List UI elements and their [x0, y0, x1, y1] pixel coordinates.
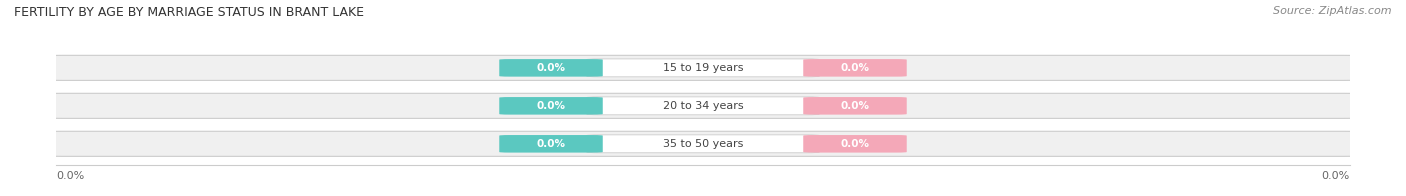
Text: Source: ZipAtlas.com: Source: ZipAtlas.com [1274, 6, 1392, 16]
Text: FERTILITY BY AGE BY MARRIAGE STATUS IN BRANT LAKE: FERTILITY BY AGE BY MARRIAGE STATUS IN B… [14, 6, 364, 19]
FancyBboxPatch shape [586, 97, 820, 115]
Text: 0.0%: 0.0% [537, 139, 565, 149]
FancyBboxPatch shape [803, 59, 907, 77]
FancyBboxPatch shape [803, 97, 907, 115]
FancyBboxPatch shape [586, 135, 820, 153]
Text: 0.0%: 0.0% [537, 101, 565, 111]
FancyBboxPatch shape [499, 97, 603, 115]
Text: 0.0%: 0.0% [841, 101, 869, 111]
Text: 0.0%: 0.0% [537, 63, 565, 73]
FancyBboxPatch shape [44, 93, 1362, 118]
Text: 20 to 34 years: 20 to 34 years [662, 101, 744, 111]
FancyBboxPatch shape [499, 59, 603, 77]
FancyBboxPatch shape [44, 55, 1362, 80]
FancyBboxPatch shape [44, 131, 1362, 156]
Text: 15 to 19 years: 15 to 19 years [662, 63, 744, 73]
Text: 0.0%: 0.0% [841, 139, 869, 149]
FancyBboxPatch shape [803, 135, 907, 153]
FancyBboxPatch shape [586, 59, 820, 77]
Text: 0.0%: 0.0% [1322, 171, 1350, 181]
Text: 0.0%: 0.0% [841, 63, 869, 73]
FancyBboxPatch shape [499, 135, 603, 153]
Text: 0.0%: 0.0% [56, 171, 84, 181]
Text: 35 to 50 years: 35 to 50 years [662, 139, 744, 149]
